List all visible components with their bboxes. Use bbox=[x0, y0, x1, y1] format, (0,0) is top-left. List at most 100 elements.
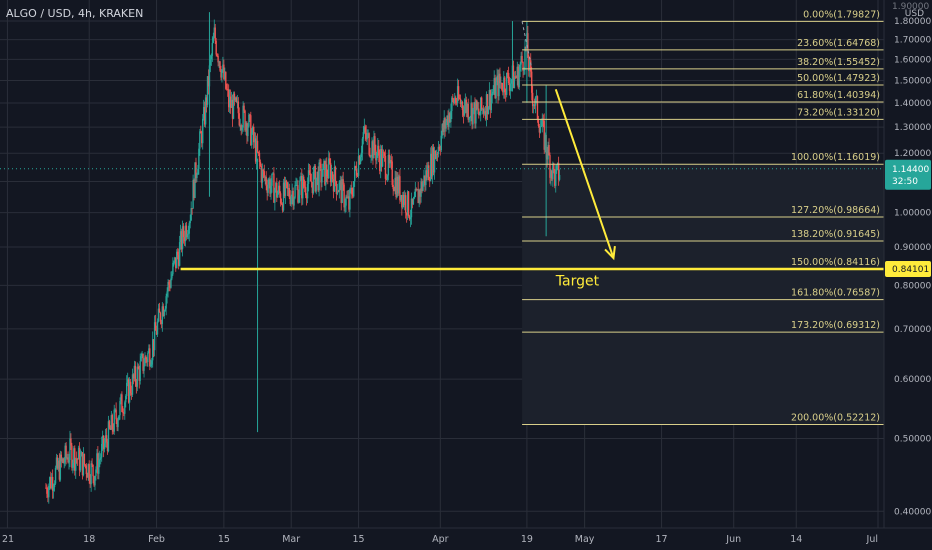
candle-body bbox=[133, 365, 136, 379]
candle-body bbox=[221, 69, 223, 78]
candle-body bbox=[223, 64, 225, 79]
candle-body bbox=[104, 435, 107, 444]
candle-body bbox=[76, 458, 79, 460]
candle-body bbox=[337, 191, 340, 193]
candle-body bbox=[546, 151, 548, 160]
candle-body bbox=[271, 173, 273, 186]
candle-body bbox=[428, 165, 430, 181]
candle-body bbox=[242, 105, 244, 128]
time-tick: 18 bbox=[83, 534, 95, 545]
candle-body bbox=[161, 306, 164, 325]
candle-body bbox=[368, 133, 370, 155]
candle-body bbox=[341, 179, 343, 203]
candle-body bbox=[194, 162, 196, 198]
candle-body bbox=[100, 457, 102, 459]
candle-body bbox=[547, 145, 549, 160]
candle-body bbox=[142, 353, 144, 371]
candle-body bbox=[481, 108, 484, 110]
candle-body bbox=[318, 162, 320, 191]
candle-body bbox=[118, 415, 120, 420]
candle-body bbox=[228, 96, 231, 108]
price-tick: 0.40000 bbox=[894, 507, 931, 517]
candle-body bbox=[232, 93, 235, 119]
candle-body bbox=[157, 308, 160, 322]
candle-body bbox=[332, 179, 335, 192]
candle-body bbox=[440, 135, 442, 151]
time-axis[interactable]: 21 18 Feb 15 Mar 15 Apr 19 May 17 Jun 14 Jul bbox=[0, 527, 932, 550]
price-tick: 1.30000 bbox=[894, 123, 931, 133]
candle-body bbox=[533, 104, 536, 106]
fib-label: 50.00%(1.47923) bbox=[797, 73, 880, 84]
candle-body bbox=[288, 188, 290, 198]
candle-body bbox=[532, 104, 535, 107]
candle-body bbox=[335, 181, 338, 194]
candle-body bbox=[430, 153, 433, 177]
candle-body bbox=[437, 146, 440, 155]
candle-body bbox=[211, 42, 214, 56]
candle-body bbox=[412, 198, 415, 205]
candle-body bbox=[105, 435, 108, 442]
fib-label: 161.80%(0.76587) bbox=[791, 288, 880, 299]
candle-body bbox=[377, 145, 379, 153]
candle-body bbox=[453, 99, 455, 104]
candle-body bbox=[420, 181, 422, 197]
candle-body bbox=[304, 187, 307, 196]
candle-body bbox=[52, 487, 55, 491]
candle-body bbox=[230, 99, 233, 108]
candle-body bbox=[376, 152, 378, 161]
candle-body bbox=[297, 185, 299, 203]
candle-body bbox=[98, 459, 100, 474]
candle-body bbox=[172, 262, 174, 275]
price-tick: 0.80000 bbox=[894, 281, 931, 291]
candle-body bbox=[389, 159, 391, 164]
candle-body bbox=[91, 463, 93, 465]
candle-body bbox=[531, 92, 534, 107]
candle-body bbox=[489, 89, 492, 111]
candle-body bbox=[140, 356, 142, 362]
candle-body bbox=[293, 197, 295, 206]
candle-body bbox=[521, 55, 523, 62]
candle-body bbox=[429, 180, 431, 182]
candle-body bbox=[50, 476, 53, 489]
candle-body bbox=[114, 409, 116, 411]
candle-body bbox=[144, 356, 146, 367]
candle-body bbox=[426, 170, 428, 178]
candle-body bbox=[182, 226, 185, 238]
candle-body bbox=[233, 93, 236, 101]
candle-body bbox=[307, 170, 310, 184]
candle-body bbox=[455, 97, 457, 103]
candle-body bbox=[202, 118, 204, 144]
candle-body bbox=[501, 82, 503, 90]
candle-body bbox=[291, 190, 293, 197]
candle-body bbox=[536, 96, 539, 120]
candle-body bbox=[350, 188, 352, 190]
candle-body bbox=[129, 381, 132, 394]
candle-body bbox=[90, 463, 92, 485]
candle-body bbox=[413, 197, 416, 199]
candle-body bbox=[135, 382, 138, 387]
candle-body bbox=[471, 103, 473, 125]
candle-body bbox=[296, 185, 298, 186]
candle-body bbox=[261, 169, 264, 183]
candle-body bbox=[219, 61, 221, 71]
candle-body bbox=[327, 176, 329, 179]
price-tick: 1.00000 bbox=[894, 209, 931, 219]
candle-body bbox=[214, 27, 216, 41]
candle-body bbox=[444, 118, 446, 129]
annotations: Target bbox=[180, 88, 884, 289]
candle-body bbox=[277, 192, 279, 198]
candle-body bbox=[459, 98, 462, 104]
candle-body bbox=[83, 453, 86, 465]
candle-body bbox=[236, 101, 239, 103]
candle-body bbox=[433, 150, 436, 173]
candle-body bbox=[402, 194, 404, 208]
candle-body bbox=[303, 186, 306, 188]
candle-body bbox=[93, 476, 95, 486]
candle-body bbox=[287, 188, 290, 189]
candle-body bbox=[383, 152, 386, 156]
fib-label: 173.20%(0.69312) bbox=[791, 320, 880, 331]
arrow-shaft bbox=[554, 88, 615, 259]
candle-body bbox=[465, 99, 467, 113]
